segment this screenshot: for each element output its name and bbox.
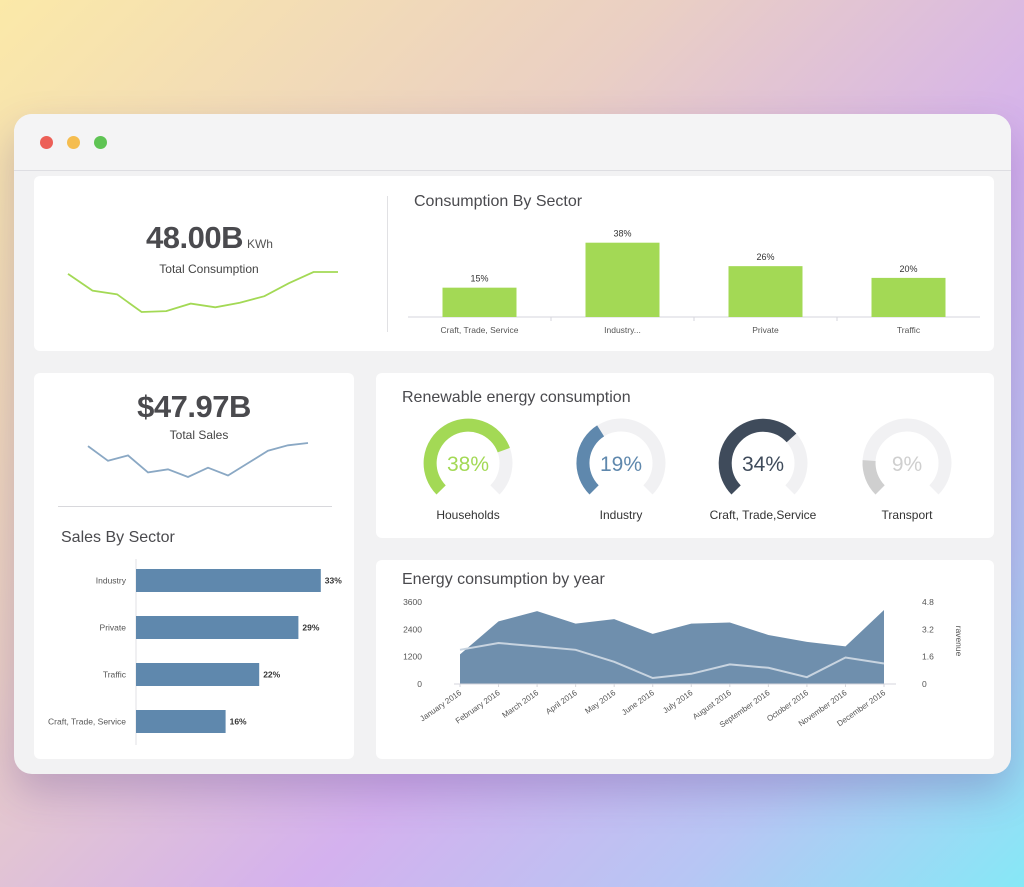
- total-consumption-value: 48.00B KWh: [146, 220, 273, 255]
- y-tick-label-left: 0: [417, 679, 422, 689]
- bar-value-label: 29%: [302, 623, 319, 633]
- close-window-button[interactable]: [40, 136, 53, 149]
- y-tick-label-right: 0: [922, 679, 927, 689]
- total-sales-value: $47.97B: [137, 389, 251, 424]
- bar: [136, 569, 321, 592]
- x-tick-label: June 2016: [620, 688, 656, 717]
- y-tick-label-right: 4.8: [922, 597, 934, 607]
- total-consumption-sparkline: [67, 271, 338, 313]
- y-tick-label-left: 1200: [403, 652, 422, 662]
- right-axis-label: ravenue: [954, 626, 964, 657]
- dashboard-window: 48.00B KWh Total Consumption Consumption …: [14, 114, 1011, 774]
- gauge-fill: [862, 460, 885, 495]
- consumption-by-sector-chart: 15% Craft, Trade, Service 38% Industry... 26…: [408, 229, 980, 335]
- gauge-value: 38%: [447, 453, 489, 476]
- bar: [136, 663, 260, 686]
- bar-value-label: 26%: [756, 252, 774, 262]
- x-tick-label: July 2016: [661, 688, 695, 715]
- minimize-window-button[interactable]: [67, 136, 80, 149]
- sales-card: $47.97B Total Sales Sales By Sector Indu…: [34, 373, 354, 759]
- gauge-fill: [718, 418, 797, 495]
- gauge-label: Transport: [882, 508, 934, 522]
- total-sales-label: Total Sales: [169, 428, 229, 442]
- y-tick-label: Industry: [96, 576, 127, 586]
- total-sales-sparkline-line: [87, 442, 309, 478]
- divider: [58, 506, 332, 507]
- gauge-fill: [423, 418, 510, 495]
- y-tick-label: Craft, Trade, Service: [48, 717, 126, 727]
- bar: [136, 710, 226, 733]
- line-series: [459, 641, 885, 680]
- bar-value-label: 16%: [230, 717, 247, 727]
- gauge-value: 19%: [600, 453, 642, 476]
- divider: [387, 196, 388, 332]
- total-consumption-label: Total Consumption: [159, 262, 259, 276]
- x-tick-label: April 2016: [544, 688, 579, 716]
- gauge-value: 34%: [742, 453, 784, 476]
- y-tick-label: Traffic: [103, 670, 127, 680]
- y-tick-label-left: 3600: [403, 597, 422, 607]
- sales-by-sector-title: Sales By Sector: [61, 529, 175, 546]
- sales-by-sector-chart: Industry 33% Private 29% Traffic 22% Craft, Tr…: [48, 559, 342, 745]
- window-titlebar: [14, 114, 1011, 171]
- gauge-label: Craft, Trade,Service: [710, 508, 817, 522]
- renewable-gauges: 38% Households 19% Industry 34% Craft, Trade,…: [423, 418, 952, 522]
- renewable-title: Renewable energy consumption: [402, 389, 631, 406]
- energy-by-year-card: Energy consumption by year 0 1200 2400 3600…: [376, 560, 994, 759]
- bar-value-label: 22%: [263, 670, 280, 680]
- consumption-card: 48.00B KWh Total Consumption Consumption …: [34, 176, 994, 351]
- y-tick-label-left: 2400: [403, 624, 422, 634]
- bar-value-label: 38%: [613, 229, 631, 239]
- gauge-fill: [576, 425, 605, 495]
- x-tick-label: Industry...: [604, 325, 641, 335]
- y-tick-label: Private: [100, 623, 127, 633]
- x-tick-label: Craft, Trade, Service: [441, 325, 519, 335]
- bar: [871, 277, 946, 317]
- bar: [585, 242, 660, 317]
- renewable-card: Renewable energy consumption 38% Househol…: [376, 373, 994, 538]
- total-sales-sparkline: [87, 442, 309, 478]
- maximize-window-button[interactable]: [94, 136, 107, 149]
- y-tick-label-right: 1.6: [922, 652, 934, 662]
- gauge-value: 9%: [892, 453, 922, 476]
- bar: [728, 266, 803, 317]
- total-consumption-sparkline-line: [67, 271, 338, 313]
- gauge-label: Households: [436, 508, 499, 522]
- total-consumption-unit: KWh: [246, 237, 273, 251]
- x-tick-label: Private: [752, 325, 779, 335]
- gauge-label: Industry: [600, 508, 643, 522]
- x-tick-label: Traffic: [897, 325, 921, 335]
- area-series: [460, 610, 884, 684]
- bar-value-label: 20%: [899, 264, 917, 274]
- x-tick-label: March 2016: [500, 688, 540, 720]
- energy-by-year-title: Energy consumption by year: [402, 571, 605, 588]
- x-tick-label: May 2016: [583, 688, 617, 716]
- y-tick-label-right: 3.2: [922, 624, 934, 634]
- consumption-by-sector-title: Consumption By Sector: [414, 193, 583, 210]
- bar: [136, 616, 299, 639]
- bar-value-label: 15%: [470, 274, 488, 284]
- bar: [442, 287, 517, 317]
- bar-value-label: 33%: [325, 576, 342, 586]
